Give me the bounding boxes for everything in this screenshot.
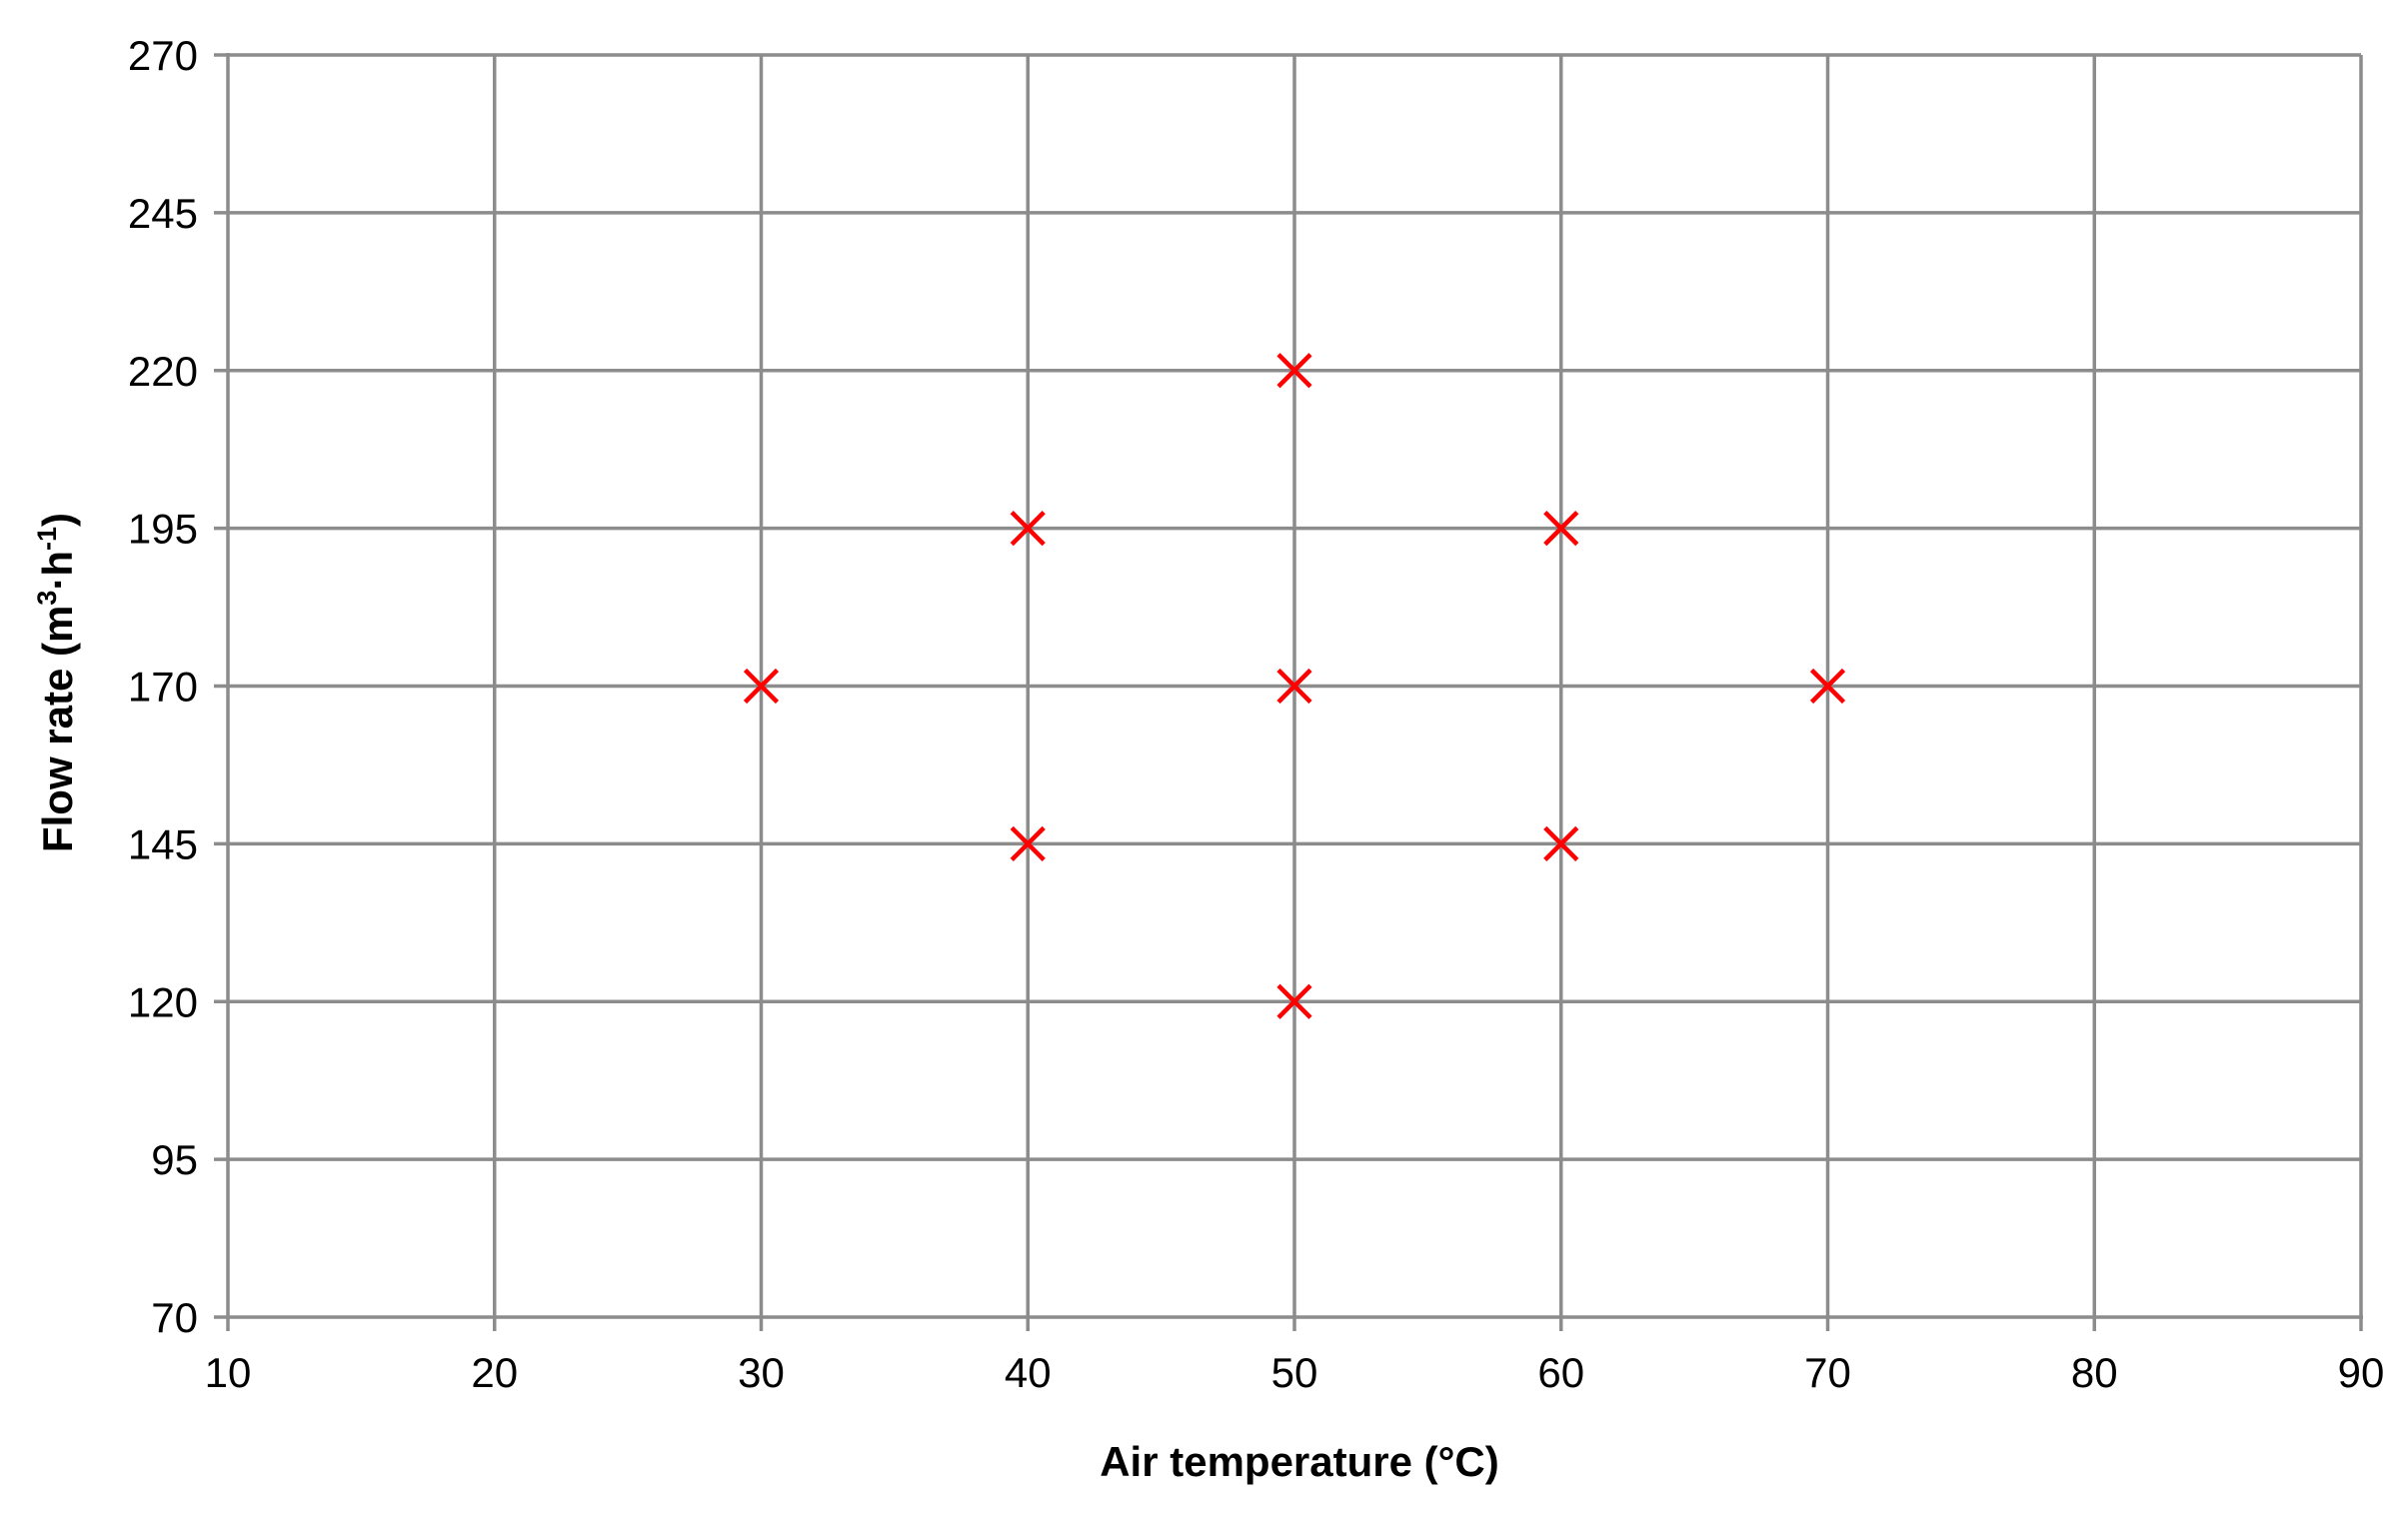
y-tick-label-270: 270 [128, 32, 198, 79]
y-tick-label-170: 170 [128, 664, 198, 711]
y-axis-title-sup-2: -1 [32, 527, 62, 551]
x-tick-label-80: 80 [2071, 1349, 2118, 1396]
x-axis-title: Air temperature (°C) [1100, 1438, 1499, 1485]
y-tick-label-245: 245 [128, 190, 198, 237]
marker-stroke-b [1010, 825, 1046, 861]
data-point-60-195 [1543, 511, 1579, 547]
y-axis-title-mid: ·h [34, 551, 81, 591]
marker-stroke-b [1543, 825, 1579, 861]
marker-stroke-b [743, 668, 780, 705]
y-axis-title-suffix: ) [34, 513, 81, 527]
y-axis-title: Flow rate (m3·h-1) [32, 513, 81, 852]
y-axis-title-sup-1: 3 [32, 591, 62, 606]
data-point-50-170 [1276, 668, 1312, 705]
x-tick-label-20: 20 [471, 1349, 518, 1396]
x-tick-label-10: 10 [205, 1349, 252, 1396]
x-tick-label-60: 60 [1537, 1349, 1584, 1396]
data-point-40-195 [1010, 511, 1046, 547]
marker-stroke-b [1543, 511, 1579, 547]
data-point-40-145 [1010, 825, 1046, 861]
data-point-50-220 [1276, 353, 1312, 389]
data-point-30-170 [743, 668, 780, 705]
y-tick-label-220: 220 [128, 348, 198, 395]
marker-stroke-b [1276, 353, 1312, 389]
y-tick-label-70: 70 [151, 1294, 198, 1341]
x-tick-label-50: 50 [1271, 1349, 1318, 1396]
axes [214, 53, 2363, 1331]
y-tick-label-120: 120 [128, 978, 198, 1025]
marker-stroke-b [1010, 511, 1046, 547]
y-tick-label-145: 145 [128, 820, 198, 867]
x-tick-label-70: 70 [1804, 1349, 1851, 1396]
y-tick-label-195: 195 [128, 506, 198, 553]
y-tick-labels: 70 95 120 145 170 195 220 245 270 [128, 32, 198, 1341]
x-tick-label-90: 90 [2338, 1349, 2385, 1396]
data-point-50-120 [1276, 983, 1312, 1019]
marker-stroke-b [1809, 668, 1846, 705]
x-tick-label-40: 40 [1005, 1349, 1052, 1396]
y-axis-title-prefix: Flow rate (m [34, 606, 81, 852]
data-point-60-145 [1543, 825, 1579, 861]
marker-stroke-b [1276, 983, 1312, 1019]
data-points [743, 353, 1846, 1019]
marker-stroke-b [1276, 668, 1312, 705]
x-tick-labels: 10 20 30 40 50 60 70 80 90 [205, 1349, 2385, 1396]
data-point-70-170 [1809, 668, 1846, 705]
x-tick-label-30: 30 [738, 1349, 785, 1396]
y-tick-label-95: 95 [151, 1136, 198, 1183]
